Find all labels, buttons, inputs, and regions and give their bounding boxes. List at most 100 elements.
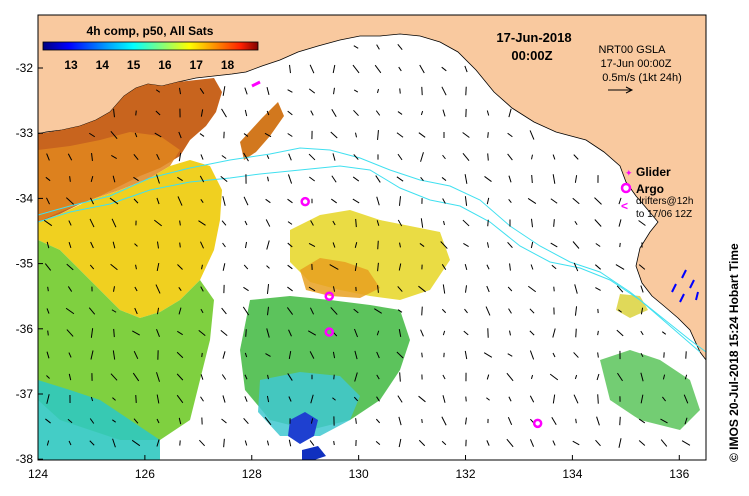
- velocity-arrow: [464, 174, 468, 184]
- velocity-arrow: [309, 64, 315, 74]
- velocity-arrow: [506, 438, 514, 448]
- velocity-arrow: [397, 395, 403, 403]
- velocity-arrow: [331, 175, 337, 183]
- velocity-arrow: [287, 373, 293, 381]
- velocity-arrow: [531, 174, 533, 184]
- argo-float-marker: [324, 327, 334, 337]
- velocity-arrow: [572, 197, 580, 205]
- velocity-arrow: [374, 308, 382, 314]
- velocity-arrow: [507, 241, 513, 249]
- velocity-arrow: [310, 220, 314, 226]
- velocity-arrow: [421, 352, 423, 358]
- velocity-arrow: [89, 218, 95, 228]
- velocity-arrow: [266, 265, 270, 269]
- velocity-arrow: [354, 242, 358, 248]
- velocity-arrow: [199, 88, 205, 94]
- x-tick-label: 126: [135, 467, 155, 481]
- velocity-arrow: [111, 155, 117, 159]
- velocity-arrow: [595, 264, 601, 270]
- velocity-arrow: [222, 196, 226, 206]
- velocity-arrow: [618, 219, 622, 227]
- velocity-arrow: [464, 350, 468, 360]
- velocity-arrow: [462, 219, 470, 227]
- velocity-arrow: [223, 438, 225, 448]
- velocity-arrow: [265, 198, 271, 204]
- velocity-arrow: [442, 154, 446, 160]
- velocity-arrow: [464, 196, 468, 206]
- velocity-arrow: [135, 264, 137, 270]
- velocity-arrow: [286, 307, 294, 315]
- velocity-arrow: [69, 176, 71, 182]
- velocity-arrow: [89, 132, 95, 138]
- velocity-arrow: [68, 352, 72, 358]
- velocity-arrow: [398, 329, 402, 337]
- velocity-arrow: [527, 198, 537, 204]
- velocity-arrow: [176, 351, 184, 359]
- velocity-arrow: [615, 264, 625, 270]
- velocity-arrow: [487, 153, 489, 161]
- velocity-arrow: [527, 285, 537, 293]
- velocity-arrow: [112, 397, 116, 401]
- x-tick-label: 134: [562, 467, 582, 481]
- velocity-arrow: [508, 108, 512, 118]
- colorbar-tick-label: 18: [221, 58, 235, 72]
- velocity-arrow: [681, 440, 691, 446]
- velocity-arrow: [616, 329, 624, 337]
- colorbar-tick-label: 17: [190, 58, 204, 72]
- velocity-arrow: [200, 109, 204, 117]
- velocity-arrow: [109, 197, 119, 205]
- velocity-arrow: [397, 43, 403, 51]
- velocity-arrow: [484, 176, 492, 182]
- velocity-arrow: [638, 264, 646, 270]
- glider-track: [251, 80, 261, 88]
- velocity-arrow: [156, 372, 160, 382]
- velocity-arrow: [640, 307, 644, 315]
- velocity-arrow: [111, 309, 117, 313]
- velocity-arrow: [134, 286, 138, 292]
- velocity-arrow: [442, 395, 446, 403]
- velocity-arrow: [594, 219, 602, 227]
- velocity-arrow: [244, 440, 248, 446]
- velocity-arrow: [486, 440, 490, 446]
- velocity-arrow: [509, 263, 511, 271]
- velocity-arrow: [529, 130, 535, 140]
- velocity-arrow: [398, 66, 402, 72]
- argo-marker-icon: [620, 182, 632, 194]
- velocity-arrow: [287, 264, 293, 270]
- velocity-arrow: [597, 352, 599, 358]
- velocity-arrow: [46, 153, 50, 161]
- velocity-arrow: [200, 308, 204, 314]
- drifter-marker-icon: <: [621, 199, 628, 213]
- velocity-arrow: [660, 418, 668, 424]
- velocity-arrow: [640, 285, 644, 293]
- velocity-arrow: [287, 286, 293, 292]
- velocity-arrow: [67, 286, 73, 292]
- velocity-arrow: [552, 394, 556, 404]
- velocity-arrow: [134, 243, 138, 247]
- velocity-arrow: [440, 241, 448, 249]
- velocity-arrow: [265, 219, 271, 227]
- velocity-arrow: [376, 351, 380, 359]
- velocity-arrow: [178, 131, 182, 139]
- velocity-arrow: [156, 307, 160, 315]
- velocity-arrow: [355, 418, 357, 424]
- velocity-arrow: [47, 286, 49, 292]
- velocity-arrow: [375, 175, 381, 183]
- velocity-arrow: [486, 374, 490, 380]
- velocity-arrow: [486, 242, 490, 248]
- velocity-arrow: [112, 438, 116, 448]
- velocity-arrow: [684, 374, 688, 380]
- velocity-arrow: [46, 308, 50, 314]
- velocity-arrow: [573, 154, 579, 160]
- velocity-arrow: [531, 154, 533, 160]
- velocity-arrow: [266, 110, 270, 116]
- velocity-arrow: [353, 308, 359, 314]
- velocity-arrow: [332, 64, 336, 74]
- argo-float-marker: [324, 291, 334, 301]
- velocity-arrow: [376, 330, 380, 336]
- velocity-arrow: [112, 419, 116, 423]
- velocity-arrow: [375, 110, 381, 116]
- velocity-arrow: [288, 396, 292, 402]
- velocity-arrow: [355, 132, 357, 138]
- velocity-arrow: [464, 308, 468, 314]
